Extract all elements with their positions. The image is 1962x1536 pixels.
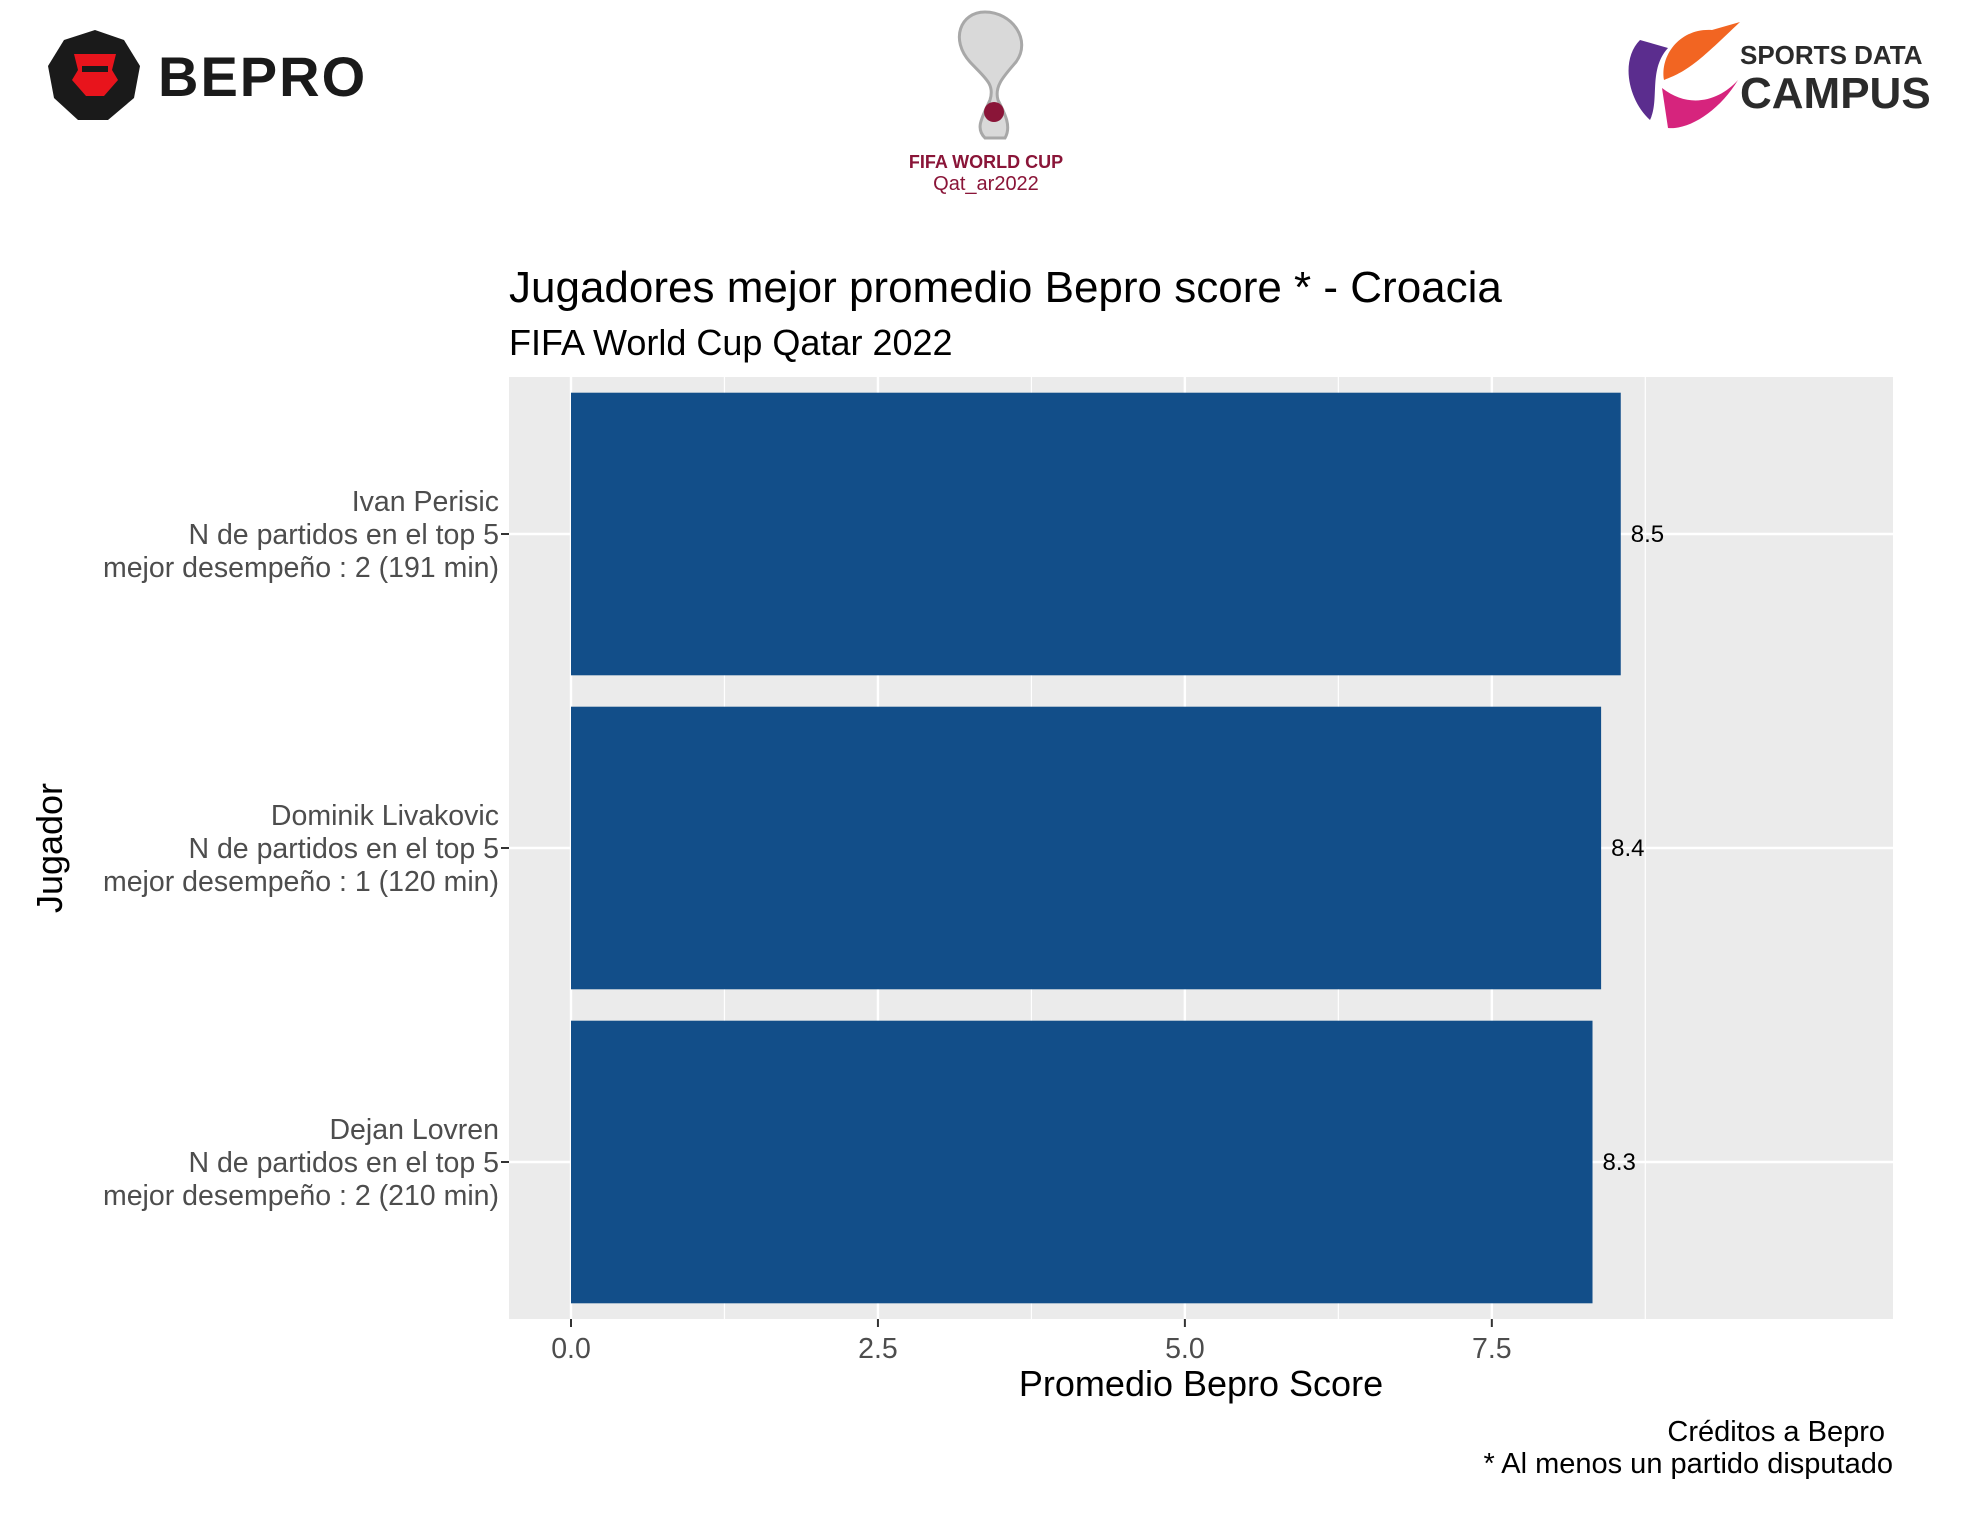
bepro-lion-eyes-icon (82, 66, 108, 72)
x-axis-ticks-group: 0.0 2.5 5.0 7.5 (551, 1319, 1512, 1365)
y-tick-label-detail: mejor desempeño : 2 (191 min) (103, 552, 499, 584)
x-tick-label: 5.0 (1165, 1333, 1205, 1365)
bar (571, 1020, 1593, 1304)
campus-line2: CAMPUS (1740, 69, 1931, 118)
world-cup-line1: FIFA WORLD CUP (909, 152, 1063, 172)
caption-credits: Créditos a Bepro (1667, 1416, 1885, 1448)
campus-swoosh-magenta-icon (1662, 80, 1738, 129)
bar-value-label: 8.4 (1611, 835, 1644, 862)
value-labels-group: 8.5 8.4 8.3 (1603, 521, 1665, 1176)
world-cup-ornament-icon (984, 102, 1004, 122)
y-axis-title: Jugador (29, 783, 70, 913)
y-tick-label-detail: N de partidos en el top 5 (188, 519, 499, 551)
y-tick-label-player: Ivan Perisic (352, 486, 499, 518)
x-tick-label: 2.5 (858, 1333, 898, 1365)
bar-value-label: 8.5 (1631, 521, 1664, 548)
campus-line1: SPORTS DATA (1740, 40, 1923, 70)
campus-swoosh-purple-icon (1628, 40, 1668, 120)
y-tick-label-detail: mejor desempeño : 2 (210 min) (103, 1180, 499, 1212)
x-tick-label: 0.0 (551, 1333, 591, 1365)
x-axis-title: Promedio Bepro Score (1019, 1363, 1383, 1404)
bars-group (571, 392, 1621, 1304)
y-tick-label-player: Dejan Lovren (329, 1114, 499, 1146)
y-tick-label-detail: N de partidos en el top 5 (188, 833, 499, 865)
x-tick-label: 7.5 (1472, 1333, 1512, 1365)
caption-note: * Al menos un partido disputado (1484, 1448, 1894, 1480)
y-tick-label-player: Dominik Livakovic (271, 800, 499, 832)
bepro-lion-icon (72, 54, 118, 96)
chart-title: Jugadores mejor promedio Bepro score * -… (509, 263, 1502, 312)
sports-data-campus-logo: SPORTS DATA CAMPUS (1628, 22, 1931, 129)
y-tick-label-detail: mejor desempeño : 1 (120 min) (103, 866, 499, 898)
bepro-wordmark: BEPRO (158, 45, 367, 108)
chart-subtitle: FIFA World Cup Qatar 2022 (509, 322, 953, 363)
world-cup-trophy-icon (957, 10, 1024, 140)
bar-value-label: 8.3 (1603, 1149, 1636, 1176)
bepro-logo: BEPRO (48, 30, 367, 120)
y-tick-label-detail: N de partidos en el top 5 (188, 1147, 499, 1179)
world-cup-line2: Qat_ar2022 (933, 173, 1039, 195)
campus-swoosh-orange-icon (1663, 22, 1740, 80)
world-cup-logo: FIFA WORLD CUP Qat_ar2022 (909, 10, 1063, 195)
bar (571, 392, 1621, 676)
bar (571, 706, 1602, 990)
